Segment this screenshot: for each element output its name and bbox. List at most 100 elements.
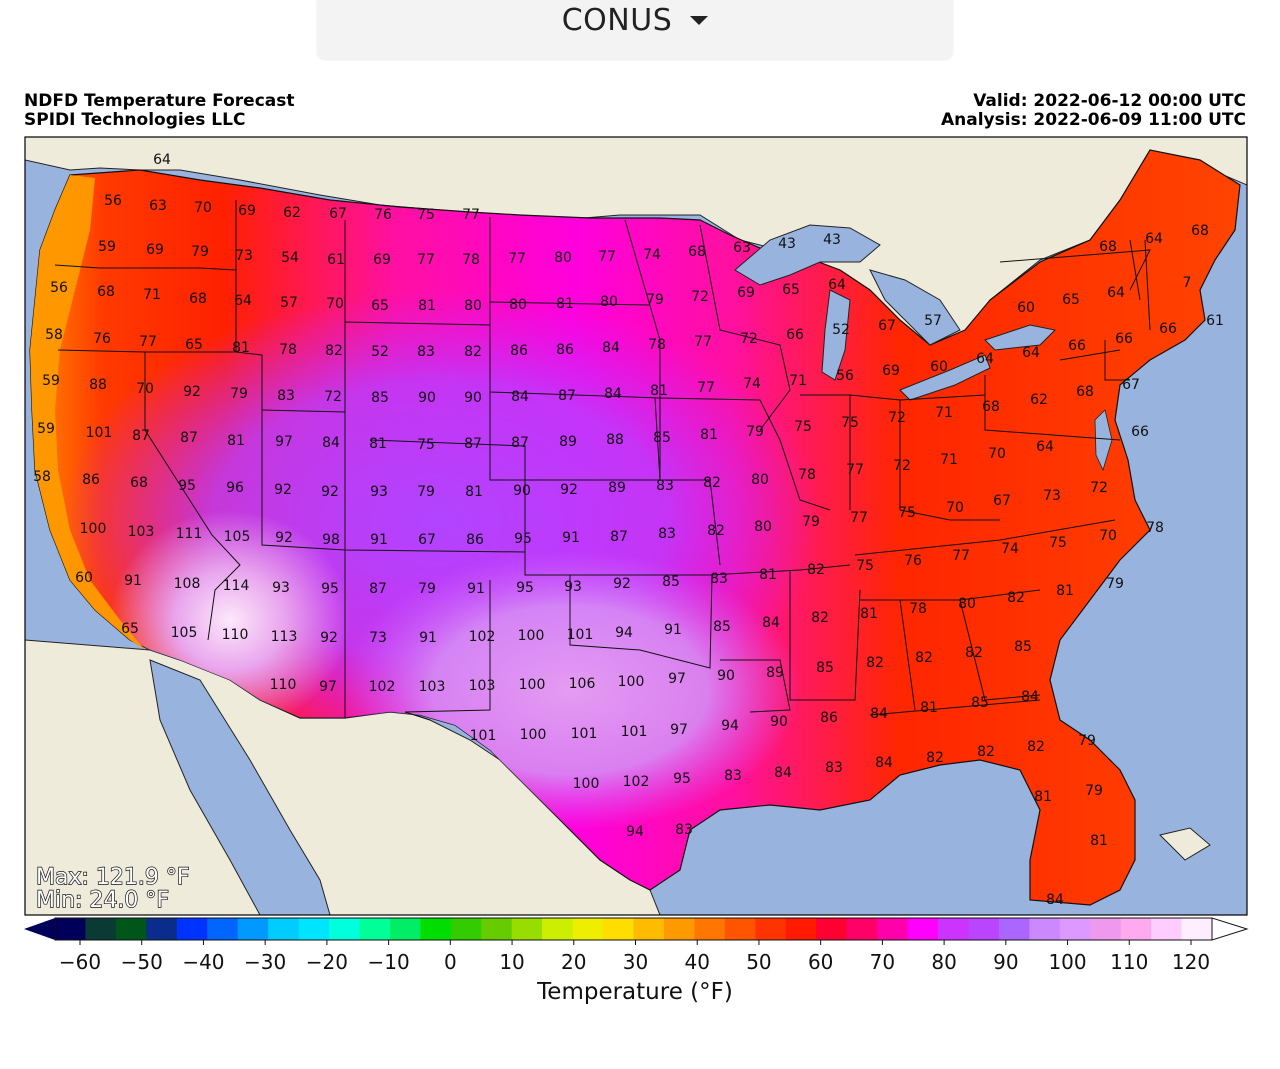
station-temp-label: 86 <box>466 532 484 548</box>
station-temp-label: 82 <box>915 650 933 666</box>
station-temp-label: 68 <box>97 284 115 300</box>
station-temp-label: 108 <box>174 576 201 592</box>
station-temp-label: 71 <box>940 452 958 468</box>
pacific-coast-cool-strip <box>30 175 145 650</box>
colorbar-swatch <box>694 918 726 940</box>
station-temp-label: 102 <box>369 679 396 695</box>
station-temp-label: 72 <box>893 458 911 474</box>
station-temp-label: 95 <box>321 581 339 597</box>
station-temp-label: 56 <box>836 368 854 384</box>
region-selector-label: CONUS <box>561 3 673 38</box>
station-temp-label: 97 <box>319 679 337 695</box>
station-temp-label: 81 <box>227 433 245 449</box>
station-temp-label: 77 <box>694 334 712 350</box>
station-temp-label: 68 <box>130 475 148 491</box>
station-temp-label: 85 <box>653 430 671 446</box>
station-temp-label: 64 <box>234 293 252 309</box>
station-temp-label: 106 <box>569 676 596 692</box>
station-temp-label: 79 <box>802 514 820 530</box>
station-temp-label: 81 <box>650 383 668 399</box>
colorbar-swatch <box>603 918 635 940</box>
station-temp-label: 88 <box>89 377 107 393</box>
station-temp-label: 95 <box>673 771 691 787</box>
station-temp-label: 59 <box>42 373 60 389</box>
station-temp-label: 98 <box>322 532 340 548</box>
station-temp-label: 86 <box>556 342 574 358</box>
station-temp-label: 64 <box>1145 231 1163 247</box>
station-temp-label: 92 <box>274 482 292 498</box>
station-temp-label: 59 <box>37 421 55 437</box>
colorbar-swatch <box>55 918 87 940</box>
station-temp-label: 72 <box>1090 480 1108 496</box>
station-temp-label: 84 <box>511 389 529 405</box>
station-temp-label: 64 <box>828 277 846 293</box>
colorbar-swatch <box>937 918 970 940</box>
station-temp-label: 80 <box>554 250 572 266</box>
station-temp-label: 67 <box>878 318 896 334</box>
station-temp-label: 81 <box>1056 583 1074 599</box>
station-temp-label: 103 <box>419 679 446 695</box>
station-temp-label: 70 <box>1099 528 1117 544</box>
map-canvas <box>25 137 1247 915</box>
station-temp-label: 84 <box>322 435 340 451</box>
station-temp-label: 91 <box>124 573 142 589</box>
station-temp-label: 71 <box>143 287 161 303</box>
station-temp-label: 64 <box>153 152 171 168</box>
colorbar-swatch <box>481 918 513 940</box>
colorbar-tick-label: 120 <box>1172 950 1210 974</box>
station-temp-label: 94 <box>626 824 644 840</box>
station-temp-label: 102 <box>469 629 496 645</box>
station-temp-label: 103 <box>469 678 496 694</box>
station-temp-label: 79 <box>418 581 436 597</box>
station-temp-label: 57 <box>924 313 942 329</box>
colorbar-swatch <box>207 918 239 940</box>
colorbar-swatch <box>146 918 178 940</box>
station-temp-label: 78 <box>798 467 816 483</box>
colorbar-tick-label: 100 <box>1048 950 1086 974</box>
station-temp-label: 82 <box>1007 590 1025 606</box>
colorbar-max-extend <box>1211 917 1249 941</box>
station-temp-label: 82 <box>926 750 944 766</box>
caret-down-icon[interactable] <box>690 16 709 25</box>
region-selector[interactable]: CONUS <box>317 0 953 59</box>
station-temp-label: 92 <box>320 630 338 646</box>
colorbar-swatch <box>1120 918 1152 940</box>
station-temp-label: 54 <box>281 250 299 266</box>
colorbar-swatch <box>329 918 361 940</box>
station-temp-label: 80 <box>958 596 976 612</box>
station-temp-label: 74 <box>743 376 761 392</box>
station-temp-label: 75 <box>417 207 435 223</box>
station-temp-label: 92 <box>183 384 201 400</box>
station-temp-label: 82 <box>811 610 829 626</box>
station-temp-label: 97 <box>275 434 293 450</box>
station-temp-label: 56 <box>104 193 122 209</box>
station-temp-label: 85 <box>713 619 731 635</box>
station-temp-label: 65 <box>121 621 139 637</box>
station-temp-label: 78 <box>648 337 666 353</box>
station-temp-label: 102 <box>623 774 650 790</box>
colorbar-swatch <box>1059 918 1091 940</box>
station-temp-label: 96 <box>226 480 244 496</box>
lake-huron <box>869 269 961 346</box>
station-temp-label: 92 <box>321 484 339 500</box>
station-temp-label: 85 <box>662 574 680 590</box>
station-temp-label: 61 <box>327 252 345 268</box>
station-temp-label: 101 <box>470 728 497 744</box>
station-temp-label: 87 <box>180 430 198 446</box>
station-temp-label: 76 <box>904 553 922 569</box>
station-temp-label: 87 <box>132 428 150 444</box>
station-temp-label: 75 <box>898 505 916 521</box>
station-temp-label: 82 <box>707 523 725 539</box>
station-temp-label: 69 <box>373 252 391 268</box>
bahamas-land <box>1159 827 1211 861</box>
station-temp-label: 82 <box>703 475 721 491</box>
station-temp-label: 84 <box>774 765 792 781</box>
station-temp-label: 83 <box>710 571 728 587</box>
station-temp-label: 97 <box>670 722 688 738</box>
lake-michigan <box>821 289 851 381</box>
station-temp-label: 84 <box>604 386 622 402</box>
station-temp-label: 43 <box>823 232 841 248</box>
station-temp-label: 64 <box>976 351 994 367</box>
station-temp-label: 70 <box>988 446 1006 462</box>
